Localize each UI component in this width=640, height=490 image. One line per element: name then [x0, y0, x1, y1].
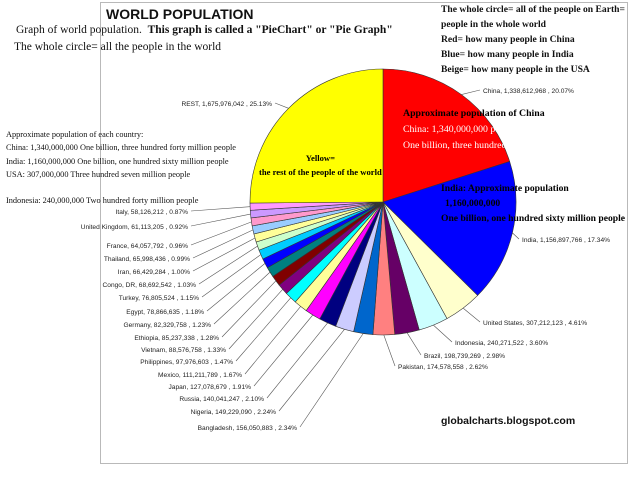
- slice-label: India, 1,156,897,766 , 17.34%: [522, 237, 610, 244]
- approx-line: Indonesia: 240,000,000 Two hundred forty…: [6, 196, 199, 206]
- leader-line: [406, 332, 422, 356]
- slice-label: China, 1,338,612,968 , 20.07%: [483, 88, 574, 95]
- legend-line: The whole circle= all of the people on E…: [441, 4, 625, 15]
- slice-label: Philippines, 97,976,603 , 1.47%: [140, 359, 233, 366]
- leader-line: [462, 307, 481, 323]
- legend-line: Beige= how many people in the USA: [441, 64, 590, 75]
- leader-line: [274, 102, 289, 109]
- legend-line: Red= how many people in China: [441, 34, 575, 45]
- india-overlay-note: India: Approximate population 1,160,000,…: [441, 181, 625, 226]
- leader-line: [201, 254, 261, 298]
- slice-label: Japan, 127,078,679 , 1.91%: [169, 384, 252, 391]
- leader-line: [213, 271, 271, 325]
- leader-line: [190, 221, 252, 246]
- china-overlay-line: One billion, three hundred forty million…: [403, 140, 588, 151]
- slice-label: Bangladesh, 156,050,883 , 2.34%: [198, 425, 297, 432]
- slice-label: Germany, 82,329,758 , 1.23%: [124, 322, 212, 329]
- slice-label: Congo, DR, 68,692,542 , 1.03%: [103, 282, 197, 289]
- slice-label: REST, 1,675,976,042 , 25.13%: [181, 101, 272, 108]
- leader-line: [190, 206, 251, 212]
- slice-label: United States, 307,212,123 , 4.61%: [483, 320, 587, 327]
- approx-line: China: 1,340,000,000 One billion, three …: [6, 143, 236, 153]
- pie-slice: [382, 161, 517, 296]
- china-overlay-line: Approximate population of China: [403, 108, 545, 119]
- slice-label: Russia, 140,041,247 , 2.10%: [179, 396, 264, 403]
- leader-line: [383, 334, 396, 367]
- whole-circle-note: The whole circle= all the people in the …: [14, 41, 222, 53]
- slice-label: Italy, 58,126,212 , 0.87%: [116, 209, 189, 216]
- slice-label: Vietnam, 88,576,758 , 1.33%: [141, 347, 226, 354]
- leader-line: [221, 280, 277, 338]
- leader-line: [433, 324, 453, 343]
- leader-line: [192, 237, 256, 272]
- approximate-population-notes: Approximate population of each country: …: [6, 128, 236, 208]
- source-site: globalcharts.blogspot.com: [441, 415, 576, 427]
- slice-label: Thailand, 65,998,436 , 0.99%: [104, 256, 190, 263]
- leader-line: [461, 89, 481, 95]
- slice-label: Indonesia, 240,271,522 , 3.60%: [455, 340, 548, 347]
- color-legend-notes: The whole circle= all of the people on E…: [441, 2, 625, 77]
- leader-line: [278, 329, 345, 412]
- india-overlay-line: One billion, one hundred sixty million p…: [441, 213, 626, 224]
- slice-label: Iran, 66,429,284 , 1.00%: [118, 269, 190, 276]
- slice-label: Pakistan, 174,578,558 , 2.62%: [398, 364, 488, 371]
- yellow-overlay-note: Yellow= the rest of the people of the wo…: [259, 151, 382, 179]
- india-overlay-line: India: Approximate population: [441, 183, 569, 194]
- slice-label: Egypt, 78,866,635 , 1.18%: [126, 309, 204, 316]
- legend-line: Blue= how many people in India: [441, 49, 574, 60]
- graph-intro-text: Graph of world population.: [16, 24, 142, 36]
- leader-line: [228, 289, 283, 350]
- approx-line: India: 1,160,000,000 One billion, one hu…: [6, 156, 229, 166]
- leader-line: [198, 245, 258, 285]
- slice-label: Ethiopia, 85,237,338 , 1.28%: [134, 335, 219, 342]
- slice-label: Turkey, 76,805,524 , 1.15%: [119, 295, 199, 302]
- india-overlay-line: 1,160,000,000: [445, 198, 501, 209]
- slice-label: Mexico, 111,211,789 , 1.67%: [158, 372, 242, 379]
- pie-slice: [249, 68, 384, 204]
- leader-line: [192, 229, 254, 259]
- china-overlay-line: China: 1,340,000,000 people: [403, 124, 517, 135]
- legend-line: people in the whole world: [441, 19, 547, 30]
- leader-line: [206, 263, 266, 312]
- leader-line: [266, 322, 328, 399]
- slice-label: Nigeria, 149,229,090 , 2.24%: [191, 409, 277, 416]
- slice-label: France, 64,057,792 , 0.96%: [107, 243, 189, 250]
- leader-line: [299, 333, 364, 428]
- approx-line: USA: 307,000,000 Three hundred seven mil…: [6, 169, 191, 179]
- leader-line: [253, 314, 314, 387]
- leader-line: [235, 297, 291, 362]
- graph-type-text: This graph is called a "PieChart" or "Pi…: [147, 24, 393, 36]
- leader-line: [190, 213, 251, 227]
- chart-title: WORLD POPULATION: [106, 6, 254, 22]
- yellow-overlay-line: the rest of the people of the world: [259, 167, 382, 177]
- approx-line: Approximate population of each country:: [6, 130, 144, 139]
- slice-label: Brazil, 198,739,269 , 2.98%: [424, 353, 505, 360]
- china-overlay-note: Approximate population of China China: 1…: [403, 106, 587, 154]
- slice-label: United Kingdom, 61,113,205 , 0.92%: [81, 224, 188, 231]
- leader-line: [512, 232, 520, 240]
- graph-intro-note: Graph of world population. This graph is…: [16, 24, 393, 36]
- leader-line: [244, 306, 301, 375]
- yellow-overlay-line: Yellow=: [305, 153, 335, 163]
